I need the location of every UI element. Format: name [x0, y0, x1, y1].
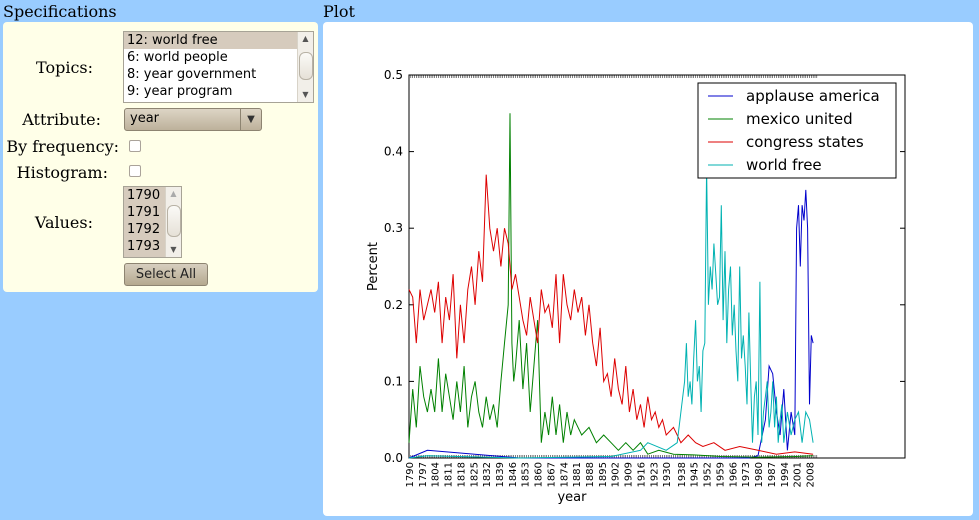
scroll-thumb[interactable]	[167, 205, 181, 237]
plot-header: Plot	[323, 2, 355, 21]
x-tick-label: 1790	[405, 462, 416, 487]
topics-scrollbar[interactable]: ▲ ▼	[297, 32, 313, 102]
topics-label: Topics:	[36, 58, 93, 77]
by-frequency-label: By frequency:	[6, 137, 119, 156]
value-option[interactable]: 1793	[127, 239, 161, 254]
x-tick-label: 1825	[469, 462, 480, 487]
histogram-label: Histogram:	[16, 163, 108, 182]
x-tick-label: 1923	[649, 462, 660, 487]
scroll-thumb[interactable]	[299, 52, 313, 80]
x-tick-label: 1804	[431, 462, 442, 487]
series-line	[408, 166, 814, 459]
x-tick-label: 1987	[767, 462, 778, 487]
select-all-button[interactable]: Select All	[124, 263, 208, 286]
by-frequency-checkbox[interactable]	[129, 140, 141, 152]
values-rows: 1790 1791 1792 1793	[124, 187, 181, 255]
series-line	[408, 113, 814, 458]
x-tick-label: 1938	[677, 462, 688, 487]
y-tick-label: 0.3	[384, 221, 403, 235]
legend-label: mexico united	[746, 110, 853, 128]
specifications-panel: Topics: 12: world free 6: world people 8: …	[3, 22, 318, 292]
x-tick-label: 1839	[495, 462, 506, 487]
attribute-dropdown[interactable]: year ▼	[124, 108, 262, 131]
scroll-up-icon[interactable]: ▲	[170, 189, 177, 198]
y-tick-label: 0.0	[384, 451, 403, 465]
x-tick-label: 1916	[636, 462, 647, 487]
legend-label: world free	[746, 156, 822, 174]
x-tick-label: 1818	[456, 462, 467, 487]
value-option[interactable]: 1791	[127, 205, 161, 220]
x-tick-label: 1888	[585, 462, 596, 487]
values-label: Values:	[34, 213, 93, 232]
attribute-value: year	[130, 111, 160, 126]
x-tick-label: 1881	[572, 462, 583, 487]
y-axis-label: Percent	[366, 242, 381, 291]
x-tick-label: 1909	[624, 462, 635, 487]
x-tick-label: 1832	[482, 462, 493, 487]
x-tick-label: 1994	[780, 462, 791, 487]
x-tick-label: 1959	[715, 462, 726, 487]
x-tick-label: 1853	[521, 462, 532, 487]
x-tick-label: 1973	[741, 462, 752, 487]
x-tick-label: 1952	[703, 462, 714, 487]
topic-option[interactable]: 6: world people	[127, 50, 228, 65]
specifications-header: Specifications	[3, 2, 117, 21]
scroll-down-icon[interactable]: ▼	[302, 90, 309, 99]
topics-rows: 12: world free 6: world people 8: year gov…	[124, 32, 313, 100]
topic-option[interactable]: 12: world free	[124, 32, 313, 49]
y-tick-label: 0.4	[384, 145, 403, 159]
series-line	[408, 189, 814, 459]
x-tick-label: 1966	[728, 462, 739, 487]
attribute-label: Attribute:	[22, 110, 101, 129]
values-scrollbar[interactable]: ▲ ▼	[165, 187, 181, 257]
scroll-down-icon[interactable]: ▼	[170, 245, 177, 254]
values-listbox[interactable]: 1790 1791 1792 1793 ▲ ▼	[123, 186, 182, 258]
x-tick-label: 2008	[805, 462, 816, 487]
x-tick-label: 1874	[559, 462, 570, 487]
x-tick-label: 1902	[611, 462, 622, 487]
y-tick-label: 0.2	[384, 298, 403, 312]
x-tick-label: 1811	[444, 462, 455, 487]
histogram-checkbox[interactable]	[129, 165, 141, 177]
topic-option[interactable]: 8: year government	[127, 67, 257, 82]
y-tick-label: 0.5	[384, 68, 403, 82]
x-tick-label: 1797	[418, 462, 429, 487]
legend-box	[697, 82, 897, 179]
series-line	[408, 174, 814, 455]
x-tick-label: 2001	[793, 462, 804, 487]
topics-listbox[interactable]: 12: world free 6: world people 8: year gov…	[123, 31, 314, 103]
legend-label: congress states	[746, 133, 864, 151]
x-tick-label: 1930	[662, 462, 673, 487]
x-axis-label: year	[557, 490, 587, 505]
value-option[interactable]: 1790	[127, 188, 161, 203]
x-tick-label: 1846	[508, 462, 519, 487]
x-tick-label: 1980	[754, 462, 765, 487]
x-tick-label: 1867	[546, 462, 557, 487]
chevron-down-icon[interactable]: ▼	[240, 109, 261, 130]
x-tick-label: 1945	[690, 462, 701, 487]
plot-panel: 0.0 0.1 0.2 0.3 0.4 0.5 1790 1797 1804 1811 1818 18…	[323, 22, 973, 516]
y-tick-label: 0.1	[384, 374, 403, 388]
scroll-up-icon[interactable]: ▲	[302, 34, 309, 43]
topic-option[interactable]: 9: year program	[127, 84, 233, 99]
x-tick-label: 1895	[598, 462, 609, 487]
legend-label: applause america	[746, 87, 880, 105]
x-tick-label: 1860	[534, 462, 545, 487]
value-option[interactable]: 1792	[127, 222, 161, 237]
